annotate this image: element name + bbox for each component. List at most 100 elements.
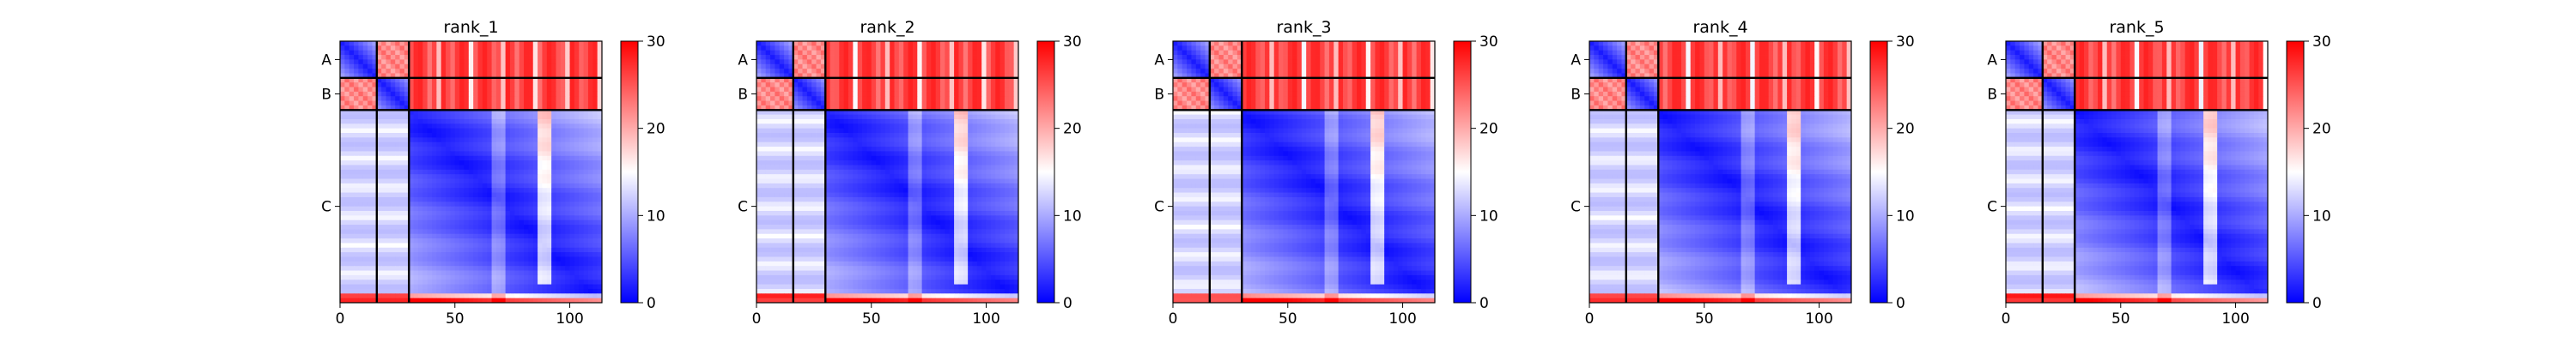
heatmap-cell <box>440 270 447 276</box>
heatmap-cell <box>532 220 538 226</box>
heatmap-cell <box>514 243 520 249</box>
heatmap-cell <box>354 202 359 208</box>
heatmap-cell <box>409 59 415 65</box>
heatmap-cell <box>459 96 465 101</box>
heatmap-cell <box>829 87 835 93</box>
heatmap-cell <box>487 123 492 129</box>
heatmap-cell <box>514 69 520 74</box>
heatmap-cell <box>354 225 359 230</box>
heatmap-cell <box>811 165 817 171</box>
heatmap-cell <box>501 96 507 101</box>
heatmap-cell <box>349 41 355 46</box>
heatmap-cell <box>528 45 534 51</box>
heatmap-cell <box>538 69 543 74</box>
heatmap-cell <box>972 110 978 116</box>
heatmap-cell <box>413 270 419 276</box>
heatmap-cell <box>501 41 507 46</box>
heatmap-cell <box>560 77 566 83</box>
heatmap-cell <box>579 196 584 202</box>
heatmap-cell <box>390 188 396 193</box>
heatmap-cell <box>358 147 364 152</box>
heatmap-cell <box>793 82 799 87</box>
heatmap-cell <box>399 151 405 157</box>
heatmap-cell <box>454 284 460 290</box>
heatmap-cell <box>798 87 803 93</box>
heatmap-cell <box>354 82 359 87</box>
heatmap-cell <box>386 133 392 138</box>
heatmap-cell <box>926 128 932 134</box>
heatmap-cell <box>583 87 589 93</box>
heatmap-cell <box>532 110 538 116</box>
heatmap-cell <box>519 247 525 253</box>
heatmap-cell <box>542 100 548 106</box>
heatmap-cell <box>1009 114 1015 120</box>
heatmap-cell <box>592 147 598 152</box>
heatmap-cell <box>542 215 548 221</box>
heatmap-cell <box>399 266 405 271</box>
heatmap-cell <box>399 41 405 46</box>
heatmap-cell <box>340 225 345 230</box>
heatmap-cell <box>770 133 775 138</box>
heatmap-cell <box>779 59 785 65</box>
heatmap-cell <box>376 196 382 202</box>
heatmap-cell <box>514 270 520 276</box>
heatmap-cell <box>381 256 386 262</box>
heatmap-cell <box>903 77 908 83</box>
heatmap-cell <box>491 243 497 249</box>
heatmap-cell <box>340 206 345 212</box>
heatmap-cell <box>587 233 593 239</box>
heatmap-cell <box>775 59 781 65</box>
heatmap-cell <box>551 178 556 184</box>
heatmap-cell <box>381 247 386 253</box>
heatmap-cell <box>986 110 992 116</box>
heatmap-cell <box>871 82 877 87</box>
heatmap-cell <box>413 63 419 69</box>
heatmap-cell <box>358 261 364 267</box>
heatmap-cell <box>1004 45 1010 51</box>
heatmap-cell <box>368 87 373 93</box>
heatmap-cell <box>495 192 501 198</box>
heatmap-cell <box>551 298 556 304</box>
heatmap-cell <box>482 91 488 97</box>
heatmap-cell <box>417 73 423 79</box>
heatmap-cell <box>524 169 529 175</box>
heatmap-cell <box>583 77 589 83</box>
heatmap-cell <box>968 137 973 143</box>
heatmap-cell <box>427 100 433 106</box>
heatmap-cell <box>784 87 789 93</box>
heatmap-cell <box>477 128 483 134</box>
heatmap-cell <box>940 160 945 165</box>
heatmap-cell <box>427 280 433 285</box>
heatmap-cell <box>399 298 405 304</box>
heatmap-cell <box>556 247 562 253</box>
heatmap-cell <box>569 151 575 157</box>
heatmap-cell <box>532 91 538 97</box>
heatmap-cell <box>409 87 415 93</box>
heatmap-cell <box>404 77 410 83</box>
heatmap-cell <box>976 114 982 120</box>
heatmap-cell <box>509 87 515 93</box>
heatmap-cell <box>798 147 803 152</box>
heatmap-cell <box>386 210 392 216</box>
heatmap-cell <box>556 183 562 189</box>
heatmap-cell <box>583 284 589 290</box>
heatmap-cell <box>908 100 914 106</box>
heatmap-cell <box>372 123 378 129</box>
heatmap-cell <box>972 59 978 65</box>
heatmap-cell <box>761 137 767 143</box>
heatmap-cell <box>839 151 845 157</box>
heatmap-cell <box>372 188 378 193</box>
heatmap-cell <box>579 55 584 60</box>
heatmap-cell <box>995 100 1000 106</box>
heatmap-cell <box>853 55 859 60</box>
heatmap-cell <box>798 155 803 161</box>
heatmap-cell <box>468 247 474 253</box>
heatmap-cell <box>468 133 474 138</box>
heatmap-cell <box>413 188 419 193</box>
heatmap-cell <box>390 100 396 106</box>
heatmap-cell <box>829 118 835 124</box>
heatmap-cell <box>501 196 507 202</box>
heatmap-cell <box>802 69 808 74</box>
heatmap-cell <box>390 110 396 116</box>
heatmap-cell <box>542 147 548 152</box>
